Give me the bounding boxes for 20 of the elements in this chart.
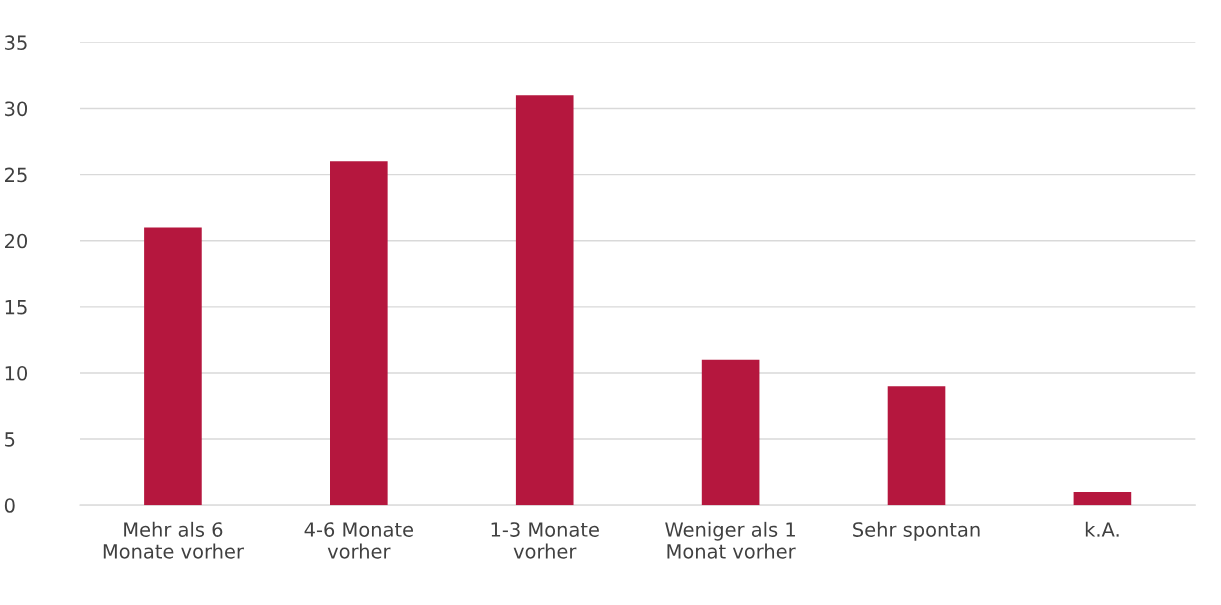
bar bbox=[515, 95, 574, 506]
y-tick-label: 30 bbox=[5, 101, 28, 117]
x-tick-label: Weniger als 1 Monat vorher bbox=[665, 521, 796, 559]
y-tick-label: 0 bbox=[4, 498, 15, 513]
x-tick-label: Mehr als 6 Monate vorher bbox=[103, 521, 244, 559]
y-tick-label: 5 bbox=[5, 432, 15, 447]
bar bbox=[1073, 491, 1132, 506]
y-tick-label: 10 bbox=[5, 365, 28, 381]
y-tick-label: 35 bbox=[5, 35, 27, 51]
x-tick-label: 4-6 Monate vorher bbox=[304, 522, 414, 559]
x-tick-label: 1-3 Monate vorher bbox=[491, 522, 599, 559]
y-tick-label: 25 bbox=[5, 167, 27, 183]
x-tick-label: Sehr spontan bbox=[853, 521, 980, 541]
bar bbox=[887, 386, 946, 506]
x-tick-label: k.A. bbox=[1085, 521, 1119, 537]
bar bbox=[144, 227, 202, 506]
bar bbox=[330, 161, 388, 506]
bar bbox=[701, 359, 760, 506]
y-tick-label: 15 bbox=[5, 300, 27, 315]
y-tick-label: 20 bbox=[5, 233, 28, 249]
